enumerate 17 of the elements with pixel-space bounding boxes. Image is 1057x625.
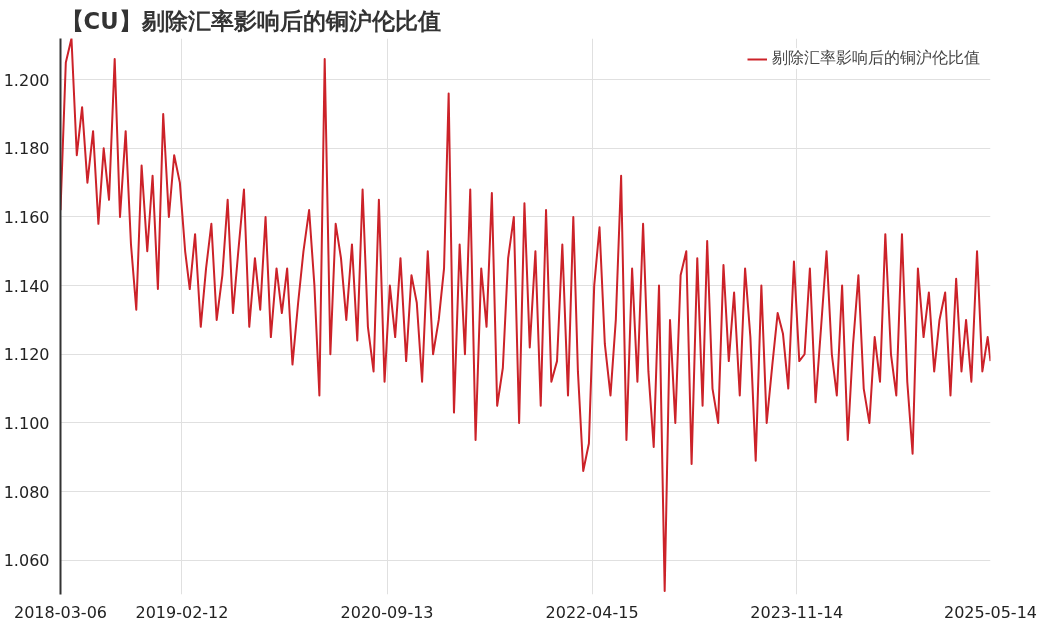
y-tick-label: 1.060 <box>3 551 50 571</box>
y-tick-label: 1.100 <box>3 413 50 433</box>
legend-label: 剔除汇率影响后的铜沪伦比值 <box>772 48 980 69</box>
y-tick-label: 1.140 <box>3 276 50 296</box>
x-tick-label: 2022-04-15 <box>545 602 639 622</box>
x-tick-label: 2023-11-14 <box>750 602 844 622</box>
y-tick-label: 1.120 <box>3 345 50 365</box>
y-tick-label: 1.180 <box>3 139 50 159</box>
y-tick-label: 1.080 <box>3 482 50 502</box>
x-tick-label: 2019-02-12 <box>135 602 229 622</box>
line-series <box>60 38 991 593</box>
x-tick-label: 2018-03-06 <box>14 602 107 622</box>
y-tick-label: 1.160 <box>3 207 50 227</box>
y-tick-label: 1.200 <box>3 70 50 90</box>
x-tick-label: 2025-05-14 <box>944 602 1037 622</box>
chart-title: 【CU】剔除汇率影响后的铜沪伦比值 <box>60 7 441 34</box>
x-tick-label: 2020-09-13 <box>340 602 434 622</box>
